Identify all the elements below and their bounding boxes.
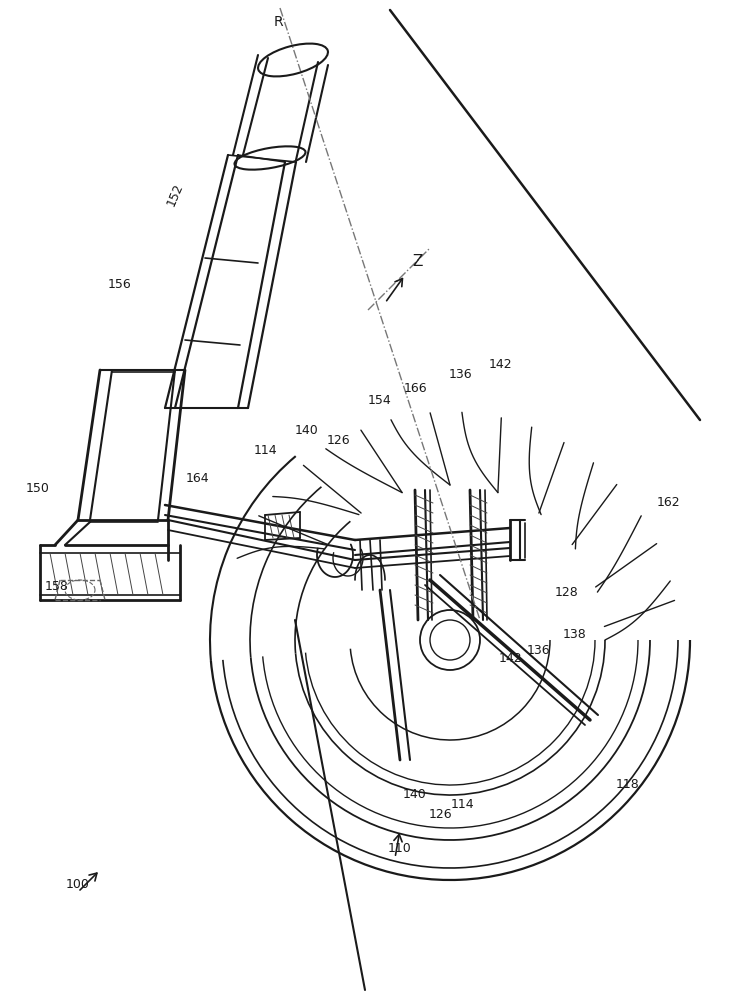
- Text: 166: 166: [403, 381, 427, 394]
- Text: 100: 100: [66, 879, 90, 892]
- Text: 140: 140: [403, 788, 427, 802]
- Text: 114: 114: [254, 444, 277, 456]
- Text: 136: 136: [526, 644, 550, 656]
- Text: 110: 110: [388, 842, 412, 854]
- Text: 162: 162: [656, 495, 680, 508]
- Text: 126: 126: [326, 434, 350, 446]
- Text: 114: 114: [450, 798, 474, 812]
- Text: 158: 158: [45, 580, 69, 593]
- Text: 142: 142: [498, 652, 522, 664]
- Text: 156: 156: [108, 278, 132, 292]
- Text: 142: 142: [488, 359, 511, 371]
- Text: Z: Z: [413, 254, 423, 269]
- Text: 126: 126: [428, 808, 452, 822]
- Text: R: R: [273, 15, 283, 29]
- Text: 138: 138: [563, 629, 587, 642]
- Text: 118: 118: [616, 778, 640, 792]
- Text: 152: 152: [164, 182, 186, 208]
- Text: 150: 150: [26, 482, 50, 494]
- Text: 140: 140: [295, 424, 319, 436]
- Text: 136: 136: [448, 368, 472, 381]
- Text: 128: 128: [555, 585, 579, 598]
- Text: 164: 164: [185, 472, 209, 485]
- Text: 154: 154: [368, 393, 392, 406]
